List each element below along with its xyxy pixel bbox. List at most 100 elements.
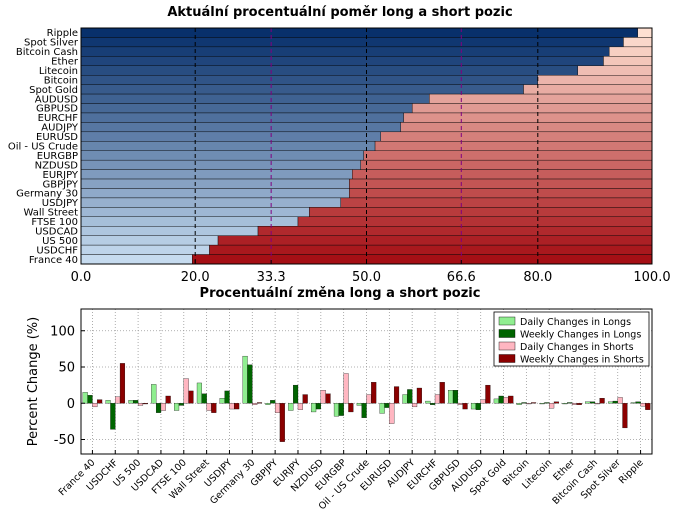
- long-bar: [80, 188, 350, 199]
- category-tick-label: Bitcoin Cash: [16, 47, 78, 58]
- legend-label: Weekly Changes in Longs: [520, 330, 641, 341]
- category-tick-label: USDCAD: [35, 226, 78, 237]
- category-tick-label: AUDJPY: [41, 123, 79, 134]
- short-bar: [257, 226, 653, 236]
- change-bar: [562, 403, 568, 405]
- legend-swatch: [498, 329, 516, 338]
- change-bar: [343, 373, 349, 404]
- short-bar: [374, 141, 653, 151]
- category-tick-label: France 40: [29, 255, 78, 266]
- long-bar: [80, 178, 350, 189]
- change-bar: [165, 395, 171, 404]
- category-tick-label: Litecoin: [39, 66, 78, 77]
- change-bar: [425, 400, 431, 404]
- y-tick-label: 50: [58, 361, 75, 376]
- change-bar: [325, 393, 331, 404]
- change-bar: [594, 403, 600, 405]
- change-bar: [320, 390, 326, 404]
- change-bar: [366, 394, 372, 404]
- long-bar: [80, 197, 342, 208]
- category-tick-label: USDJPY: [42, 198, 79, 209]
- legend-swatch: [498, 341, 516, 351]
- category-tick-label: Germany 30: [16, 189, 78, 200]
- short-bar: [400, 122, 653, 133]
- change-bar: [612, 400, 618, 404]
- long-bar: [80, 150, 364, 161]
- category-tick-label: FTSE 100: [31, 217, 78, 228]
- category-tick-label: EURCHF: [38, 113, 79, 124]
- short-bar: [623, 37, 653, 48]
- change-bar: [539, 403, 545, 405]
- legend-swatch: [498, 316, 516, 326]
- legend-box: [493, 311, 650, 367]
- short-bar: [360, 159, 653, 170]
- change-bar: [571, 403, 578, 405]
- legend-label: Daily Changes in Shorts: [520, 342, 634, 353]
- change-bar: [430, 403, 436, 405]
- short-bar: [637, 27, 653, 38]
- change-bar: [196, 382, 202, 404]
- change-bar: [617, 397, 623, 404]
- change-bar: [402, 394, 408, 404]
- short-bar: [217, 235, 653, 246]
- change-bar: [297, 403, 303, 410]
- short-bar: [608, 46, 653, 57]
- change-bar: [274, 403, 281, 413]
- long-bar: [80, 159, 361, 170]
- change-bar: [526, 403, 532, 405]
- change-bar: [361, 403, 367, 418]
- change-bar: [178, 403, 184, 406]
- change-bar: [589, 401, 596, 404]
- x-tick-label: 20.0: [181, 270, 210, 285]
- change-bar: [252, 403, 258, 405]
- category-tick-label: EURGBP: [37, 151, 78, 162]
- category-tick-label: Bitcoin: [44, 75, 78, 86]
- category-tick-label: EURUSD: [36, 132, 78, 143]
- change-bar: [622, 403, 628, 429]
- top-chart-title: Aktuální procentuální poměr long a short…: [167, 5, 512, 20]
- long-bar: [80, 46, 610, 57]
- change-bar: [234, 403, 240, 410]
- short-bar: [363, 150, 653, 161]
- change-bar: [521, 402, 527, 404]
- change-bar: [219, 398, 225, 404]
- change-bar: [452, 390, 459, 404]
- category-tick-label: GBPJPY: [42, 179, 78, 190]
- long-bar: [80, 93, 430, 104]
- short-bar: [577, 65, 653, 76]
- long-bar: [80, 84, 524, 95]
- long-bar: [80, 122, 401, 133]
- change-bar: [82, 392, 88, 404]
- change-bar: [393, 386, 400, 404]
- change-bar: [348, 403, 354, 413]
- category-tick-label: USDCHF: [36, 245, 78, 256]
- change-bar: [470, 403, 477, 410]
- long-bar: [80, 103, 413, 114]
- change-bar: [544, 402, 550, 404]
- x-tick-label: 33.3: [257, 270, 286, 285]
- change-bar: [434, 394, 440, 404]
- change-bar: [356, 403, 362, 406]
- change-bar: [105, 400, 111, 404]
- legend-swatch: [498, 354, 516, 363]
- change-bar: [498, 395, 504, 404]
- change-bar: [279, 403, 285, 442]
- category-tick-label: NZDUSD: [35, 160, 79, 171]
- change-bar: [87, 395, 93, 404]
- category-tick-label: AUDUSD: [35, 94, 79, 105]
- change-bar: [493, 398, 499, 404]
- change-bar: [247, 364, 253, 404]
- change-bar: [508, 395, 514, 404]
- long-bar: [80, 254, 193, 265]
- short-bar: [309, 207, 653, 218]
- short-bar: [380, 131, 653, 142]
- change-bar: [389, 403, 395, 424]
- change-bar: [333, 403, 340, 417]
- change-bar: [115, 396, 121, 404]
- short-bar: [192, 254, 653, 265]
- change-bar: [256, 402, 263, 404]
- change-bar: [585, 401, 591, 404]
- long-bar: [80, 141, 376, 151]
- long-bar: [80, 216, 299, 227]
- change-bar: [155, 403, 162, 413]
